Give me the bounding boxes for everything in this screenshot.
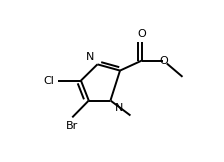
Text: N: N	[86, 52, 94, 63]
Text: N: N	[115, 103, 123, 113]
Text: O: O	[159, 56, 168, 66]
Text: Cl: Cl	[43, 75, 54, 86]
Text: O: O	[137, 29, 146, 39]
Text: Br: Br	[66, 121, 78, 131]
